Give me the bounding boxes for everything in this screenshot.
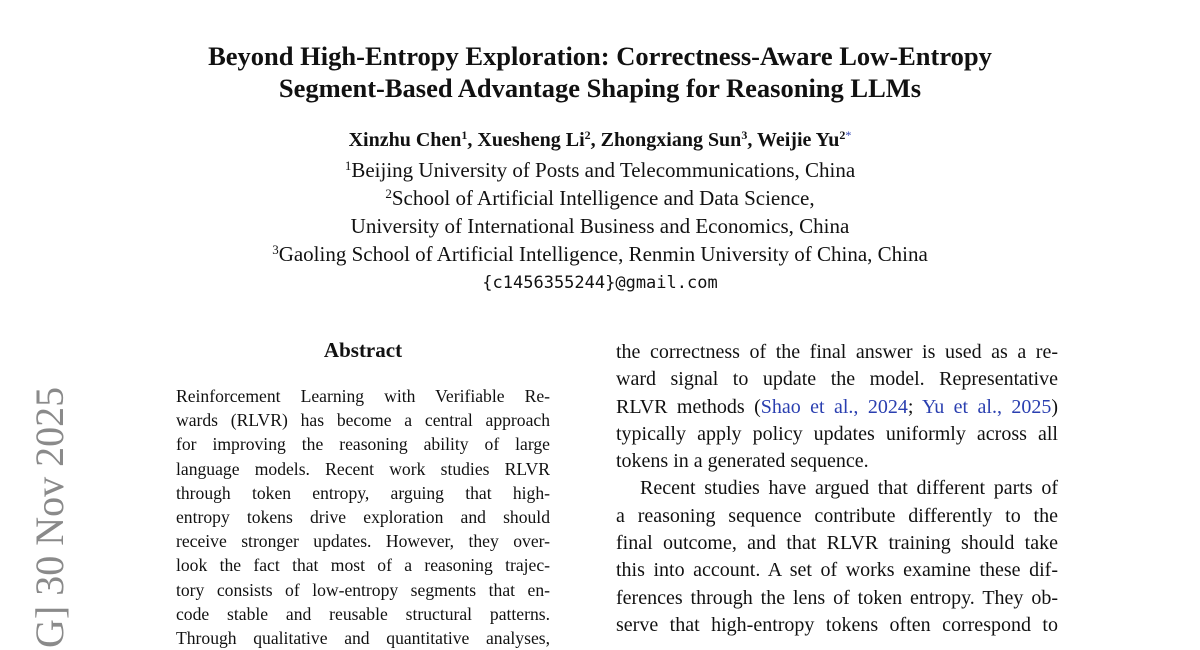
text-line: ward signal to update the model. Represe… xyxy=(616,368,1058,391)
text-line: a reasoning sequence contribute differen… xyxy=(616,504,1058,527)
text-line: Recent studies have argued that differen… xyxy=(640,477,1058,500)
author-email: {c1456355244}@gmail.com xyxy=(482,273,718,293)
paper-title: Beyond High-Entropy Exploration: Correct… xyxy=(0,40,1200,104)
text-line: ferences through the lens of token entro… xyxy=(616,586,1058,609)
text-line: Reinforcement Learning with Verifiable R… xyxy=(176,386,550,406)
author: Xinzhu Chen xyxy=(348,129,462,151)
text-fragment: RLVR methods ( xyxy=(616,395,761,418)
text-fragment: ; xyxy=(907,395,923,418)
author: Xuesheng Li xyxy=(477,129,585,151)
text-line: serve that high-entropy tokens often cor… xyxy=(616,613,1058,636)
title-line: Beyond High-Entropy Exploration: Correct… xyxy=(208,41,992,71)
author-affil-mark: 1 xyxy=(461,128,468,143)
text-line: the correctness of the final answer is u… xyxy=(616,341,1058,363)
citation-link-shao-2024[interactable]: Shao et al., 2024 xyxy=(760,395,908,418)
introduction-body: the correctness of the final answer is u… xyxy=(616,339,1058,639)
author-list: Xinzhu Chen1, Xuesheng Li2, Zhongxiang S… xyxy=(348,128,852,151)
text-line: receive stronger updates. However, they … xyxy=(176,531,550,552)
text-line: language models. Recent work studies RLV… xyxy=(176,458,550,479)
text-line: Through qualitative and quantitative ana… xyxy=(176,628,550,649)
affiliation: 2School of Artificial Intelligence and D… xyxy=(0,184,1200,212)
abstract-body: Reinforcement Learning with Verifiable R… xyxy=(176,384,550,650)
text-line: entropy tokens drive exploration and sho… xyxy=(176,507,550,528)
text-fragment: ) xyxy=(1051,395,1059,418)
text-line: final outcome, and that RLVR training sh… xyxy=(616,532,1058,555)
citation-link-yu-2025[interactable]: Yu et al., 2025 xyxy=(922,395,1052,418)
author-affil-mark: 2 xyxy=(839,128,846,143)
affiliation: 1Beijing University of Posts and Telecom… xyxy=(0,156,1200,184)
affiliation-text: Gaoling School of Artificial Intelligenc… xyxy=(278,242,928,266)
affiliation-text: Beijing University of Posts and Telecomm… xyxy=(351,158,856,182)
text-line: look the fact that most of a reasoning t… xyxy=(176,555,550,576)
affiliation-text: School of Artificial Intelligence and Da… xyxy=(391,186,815,210)
text-line: wards (RLVR) has become a central approa… xyxy=(176,410,550,431)
affiliation-text: University of International Business and… xyxy=(350,214,850,238)
text-line: for improving the reasoning ability of l… xyxy=(176,434,550,455)
text-line: this into account. A set of works examin… xyxy=(616,559,1058,582)
affiliation-mark: 2 xyxy=(385,185,392,201)
title-line: Segment-Based Advantage Shaping for Reas… xyxy=(278,73,922,103)
arxiv-side-stamp: G] 30 Nov 2025 xyxy=(27,386,72,648)
text-line: typically apply policy updates uniformly… xyxy=(616,422,1058,445)
affiliation-mark: 3 xyxy=(272,241,279,257)
text-line: tory consists of low-entropy segments th… xyxy=(176,579,550,600)
corresponding-author-link[interactable]: * xyxy=(845,128,852,143)
author: Zhongxiang Sun xyxy=(600,129,742,151)
abstract-heading: Abstract xyxy=(323,338,403,362)
affiliation-mark: 1 xyxy=(344,157,352,173)
text-line: tokens in a generated sequence. xyxy=(616,450,869,473)
text-line: code stable and reusable structural patt… xyxy=(176,603,550,624)
affiliation: University of International Business and… xyxy=(0,212,1200,240)
text-line: RLVR methods (Shao et al., 2024; Yu et a… xyxy=(616,394,1058,421)
author-affil-mark: 3 xyxy=(741,128,748,143)
affiliations: 1Beijing University of Posts and Telecom… xyxy=(0,156,1200,268)
author: Weijie Yu xyxy=(756,129,840,151)
author-affil-mark: 2 xyxy=(584,128,591,143)
affiliation: 3Gaoling School of Artificial Intelligen… xyxy=(0,240,1200,268)
text-line: through token entropy, arguing that high… xyxy=(176,482,550,503)
